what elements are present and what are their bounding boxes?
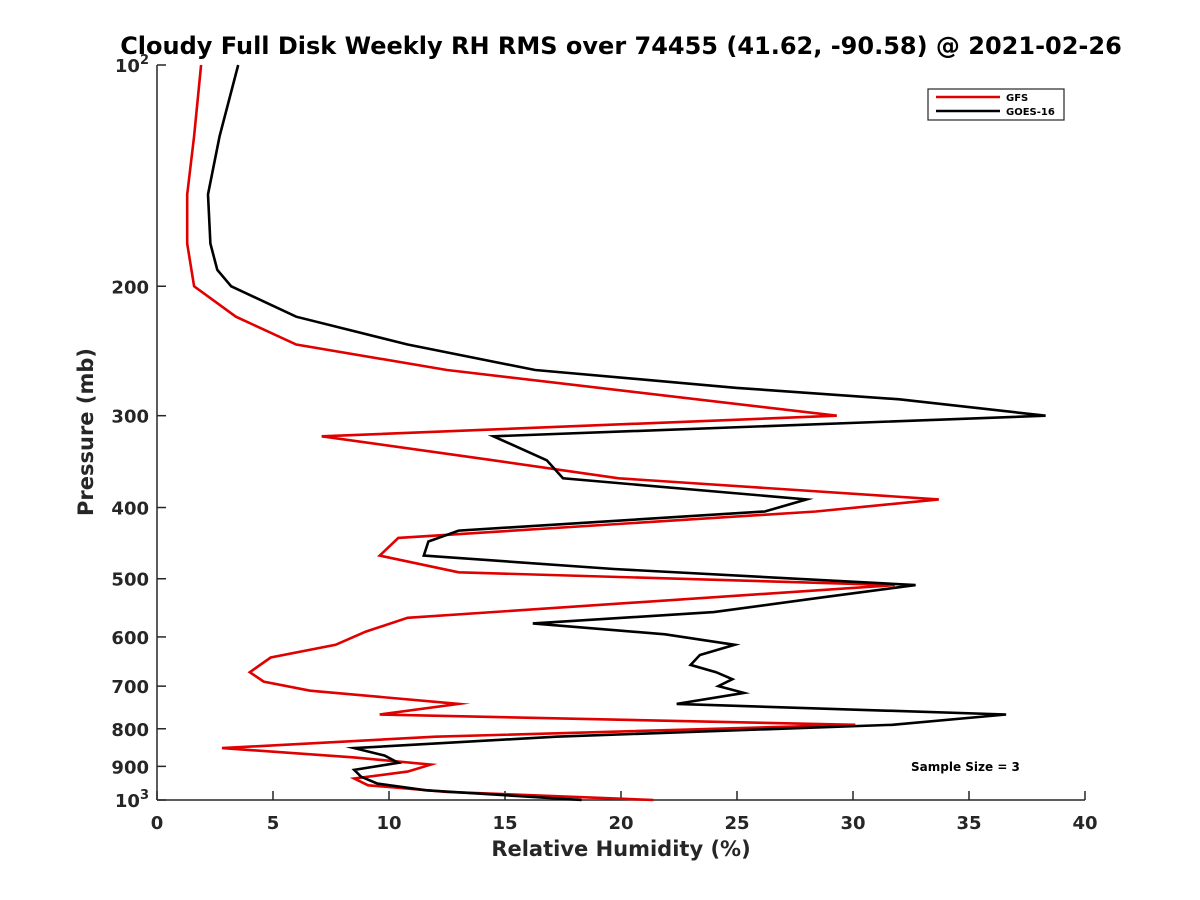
x-tick-label: 10 <box>376 813 401 834</box>
x-tick-label: 30 <box>840 813 865 834</box>
y-tick-label: 300 <box>111 407 149 428</box>
x-tick-label: 0 <box>151 813 164 834</box>
x-tick-label: 20 <box>608 813 633 834</box>
y-tick-label: 103 <box>115 788 149 812</box>
y-tick-label: 900 <box>111 757 149 778</box>
y-tick-label: 700 <box>111 677 149 698</box>
x-tick-label: 35 <box>956 813 981 834</box>
legend-label-gfs: GFS <box>1006 93 1028 104</box>
sample-size-annotation: Sample Size = 3 <box>911 760 1020 774</box>
legend: GFS GOES-16 <box>927 88 1065 121</box>
x-axis-label: Relative Humidity (%) <box>491 837 750 861</box>
series-line-goes16 <box>206 64 1046 802</box>
y-tick-label: 500 <box>111 570 149 591</box>
series-layer <box>185 64 1046 802</box>
y-tick-label: 600 <box>111 628 149 649</box>
legend-label-goes16: GOES-16 <box>1006 107 1055 118</box>
x-tick-label: 5 <box>267 813 280 834</box>
x-tick-label: 25 <box>724 813 749 834</box>
plot-axes: 0 5 10 15 20 25 30 35 40 102 200 300 400 500 600 700 800… <box>111 53 1097 834</box>
y-tick-label: 200 <box>111 277 149 298</box>
x-tick-label: 40 <box>1072 813 1097 834</box>
series-line-gfs <box>185 64 939 802</box>
x-tick-label: 15 <box>492 813 517 834</box>
legend-box <box>927 88 1065 121</box>
chart-title: Cloudy Full Disk Weekly RH RMS over 7445… <box>120 32 1122 60</box>
y-tick-label: 400 <box>111 499 149 520</box>
y-tick-label: 102 <box>115 53 149 77</box>
y-axis-label: Pressure (mb) <box>74 348 98 516</box>
y-tick-label: 800 <box>111 720 149 741</box>
